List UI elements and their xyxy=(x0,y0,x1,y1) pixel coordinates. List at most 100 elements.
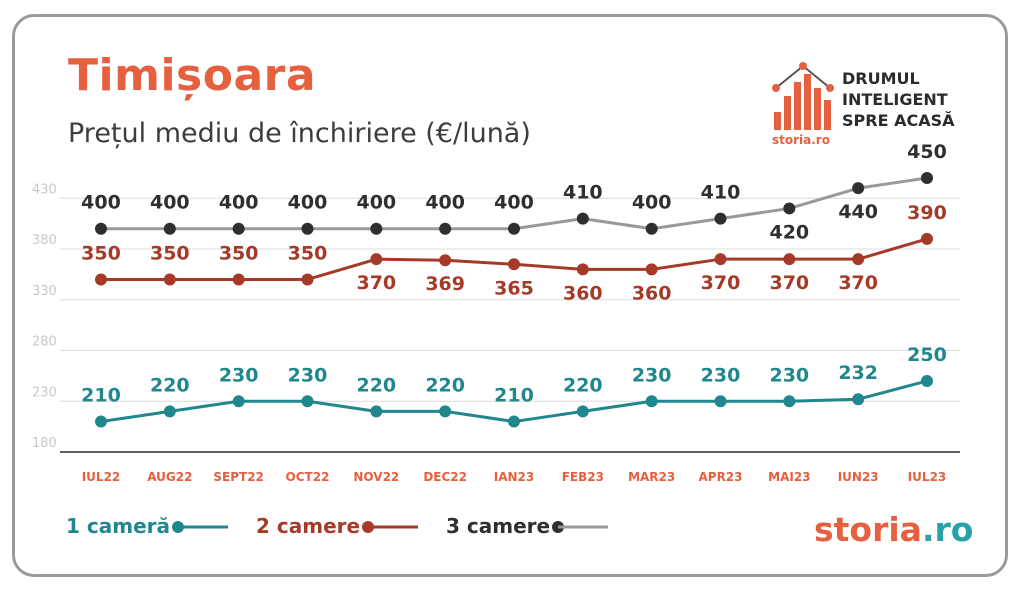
data-point xyxy=(370,253,383,266)
data-point xyxy=(852,253,865,266)
data-point xyxy=(301,222,314,235)
data-point xyxy=(783,395,796,408)
y-tick-label: 330 xyxy=(32,284,57,299)
data-point xyxy=(370,405,383,418)
data-label: 230 xyxy=(701,364,741,386)
brand-tagline: DRUMUL INTELIGENT SPRE ACASĂ xyxy=(842,68,954,131)
y-tick-label: 380 xyxy=(32,233,57,248)
storia-house-logo-icon: storia.ro xyxy=(772,62,834,147)
data-point xyxy=(576,263,589,276)
data-point xyxy=(232,222,245,235)
brand-line-3: SPRE ACASĂ xyxy=(842,111,955,130)
footer-logo-part2: .ro xyxy=(921,510,974,549)
y-tick-label: 430 xyxy=(32,182,57,197)
x-tick-label: SEPT22 xyxy=(213,470,264,484)
data-point xyxy=(921,374,933,387)
data-label: 400 xyxy=(219,192,259,214)
data-point xyxy=(783,253,796,266)
data-point xyxy=(232,273,245,286)
data-label: 400 xyxy=(81,192,121,214)
chart-subtitle: Prețul mediu de închiriere (€/lună) xyxy=(68,118,531,149)
footer-logo-part1: storia xyxy=(814,510,922,549)
data-label: 350 xyxy=(81,242,121,264)
data-label: 370 xyxy=(356,272,396,294)
data-label: 400 xyxy=(150,192,190,214)
data-label: 450 xyxy=(907,141,947,163)
legend-label: 3 camere xyxy=(446,514,550,538)
data-label: 360 xyxy=(632,282,672,304)
x-tick-label: FEB23 xyxy=(562,470,604,484)
data-label: 210 xyxy=(494,385,534,407)
data-label: 230 xyxy=(288,364,328,386)
data-label: 410 xyxy=(563,182,603,204)
data-point xyxy=(439,222,452,235)
data-point xyxy=(852,393,865,406)
data-label: 410 xyxy=(701,182,741,204)
data-label: 220 xyxy=(563,374,603,396)
x-tick-label: IUL22 xyxy=(82,470,121,484)
x-tick-label: IUN23 xyxy=(838,470,879,484)
data-label: 350 xyxy=(150,242,190,264)
chart-frame xyxy=(12,14,1008,577)
data-label: 365 xyxy=(494,277,534,299)
storia-footer-logo: storia.ro xyxy=(814,510,973,549)
data-point xyxy=(370,222,383,235)
data-label: 230 xyxy=(632,364,672,386)
data-point xyxy=(645,263,658,276)
y-tick-label: 280 xyxy=(32,335,57,350)
data-label: 220 xyxy=(356,374,396,396)
data-point xyxy=(439,254,452,267)
data-label: 350 xyxy=(219,242,259,264)
data-point xyxy=(163,273,176,286)
data-point xyxy=(645,395,658,408)
x-tick-label: DEC22 xyxy=(423,470,467,484)
x-tick-label: IAN23 xyxy=(494,470,535,484)
data-label: 360 xyxy=(563,282,603,304)
data-point xyxy=(95,273,107,286)
data-label: 220 xyxy=(150,374,190,396)
data-label: 400 xyxy=(632,192,672,214)
data-point xyxy=(95,415,107,428)
data-label: 370 xyxy=(769,272,809,294)
data-label: 370 xyxy=(838,272,878,294)
x-tick-label: IUL23 xyxy=(908,470,947,484)
data-point xyxy=(921,172,933,184)
data-point xyxy=(439,405,452,418)
data-label: 350 xyxy=(288,242,328,264)
legend-label: 1 cameră xyxy=(66,514,170,538)
data-point xyxy=(508,415,520,428)
data-point xyxy=(508,258,520,271)
data-point xyxy=(576,405,589,418)
data-point xyxy=(301,395,314,408)
brand-line-2: INTELIGENT xyxy=(842,90,948,109)
data-point xyxy=(95,222,107,235)
brand-line-1: DRUMUL xyxy=(842,69,920,88)
small-logo-text: storia.ro xyxy=(772,133,830,147)
data-label: 232 xyxy=(838,362,878,384)
data-label: 230 xyxy=(219,364,259,386)
y-tick-label: 180 xyxy=(32,436,57,451)
data-point xyxy=(714,212,727,225)
data-label: 220 xyxy=(425,374,465,396)
data-point xyxy=(576,212,589,225)
data-label: 420 xyxy=(769,221,809,243)
data-label: 390 xyxy=(907,202,947,224)
data-label: 370 xyxy=(701,272,741,294)
data-label: 210 xyxy=(81,385,121,407)
data-label: 400 xyxy=(288,192,328,214)
x-tick-label: AUG22 xyxy=(147,470,192,484)
data-point xyxy=(714,253,727,266)
data-label: 230 xyxy=(769,364,809,386)
y-tick-label: 230 xyxy=(32,385,57,400)
data-label: 250 xyxy=(907,344,947,366)
data-point xyxy=(921,232,933,245)
data-label: 440 xyxy=(838,201,878,223)
data-point xyxy=(163,222,176,235)
data-point xyxy=(508,222,520,235)
x-tick-label: MAR23 xyxy=(628,470,675,484)
x-tick-label: MAI23 xyxy=(768,470,810,484)
data-point xyxy=(852,182,865,195)
data-point xyxy=(783,202,796,215)
x-tick-label: OCT22 xyxy=(286,470,330,484)
